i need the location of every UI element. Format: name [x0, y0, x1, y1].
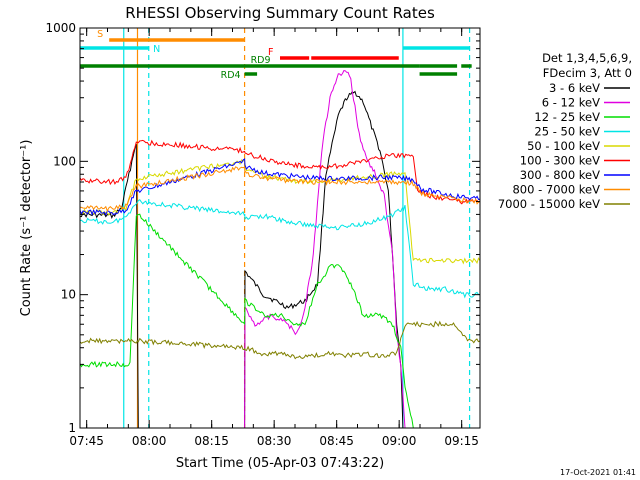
legend-entry-label: 100 - 300 keV: [520, 154, 600, 168]
plot-frame: [79, 27, 481, 429]
legend-entry-label: 300 - 800 keV: [520, 168, 600, 182]
legend-entry-label: 50 - 100 keV: [527, 139, 600, 153]
y-axis-label: Count Rate (s⁻¹ detector⁻¹): [19, 140, 34, 317]
series-line: [79, 213, 480, 429]
event-bar-label: RD9: [251, 55, 271, 66]
event-bar-label: S: [97, 29, 103, 40]
footer-date: 17-Oct-2021 01:41: [560, 468, 636, 477]
x-tick-label: 08:00: [132, 434, 167, 448]
event-bar-label: F: [268, 47, 273, 58]
x-tick-label: 08:45: [319, 434, 354, 448]
legend-entry-label: 25 - 50 keV: [534, 125, 600, 139]
y-tick-label: 1000: [45, 21, 76, 35]
y-tick-label: 100: [53, 154, 76, 168]
x-tick-label: 07:45: [69, 434, 104, 448]
series-line: [79, 166, 481, 213]
series-line: [79, 320, 481, 360]
event-bar-label: N: [153, 44, 160, 55]
series-line: [79, 139, 481, 205]
chart-title: RHESSI Observing Summary Count Rates: [125, 4, 435, 22]
legend-entry-label: 800 - 7000 keV: [512, 183, 600, 197]
x-axis-ticks: 07:45 08:00 08:15 08:30 08:45 09:00 09:15: [69, 28, 479, 448]
legend-header-line-2: FDecim 3, Att 0: [543, 66, 632, 80]
legend-entry-label: 3 - 6 keV: [549, 81, 600, 95]
legend-header-line-1: Det 1,3,4,5,6,9,: [542, 51, 632, 65]
y-tick-label: 1: [68, 421, 76, 435]
event-bar-label: RD4: [221, 70, 241, 81]
x-tick-label: 08:30: [257, 434, 292, 448]
event-bars: S N RD9 RD4 F: [80, 29, 472, 81]
series-line: [79, 158, 481, 216]
legend-entry-label: 12 - 25 keV: [534, 110, 600, 124]
series-line: [79, 199, 481, 299]
x-tick-label: 09:15: [444, 434, 479, 448]
legend: Det 1,3,4,5,6,9, FDecim 3, Att 0 3 - 6 k…: [498, 51, 632, 211]
legend-entry-label: 7000 - 15000 keV: [498, 197, 600, 211]
legend-entry-label: 6 - 12 keV: [542, 96, 600, 110]
x-axis-label: Start Time (05-Apr-03 07:43:22): [176, 456, 384, 471]
y-axis-ticks: 1 10 100 1000: [45, 21, 480, 435]
x-tick-label: 09:00: [382, 434, 417, 448]
x-tick-label: 08:15: [194, 434, 229, 448]
y-tick-label: 10: [61, 288, 76, 302]
